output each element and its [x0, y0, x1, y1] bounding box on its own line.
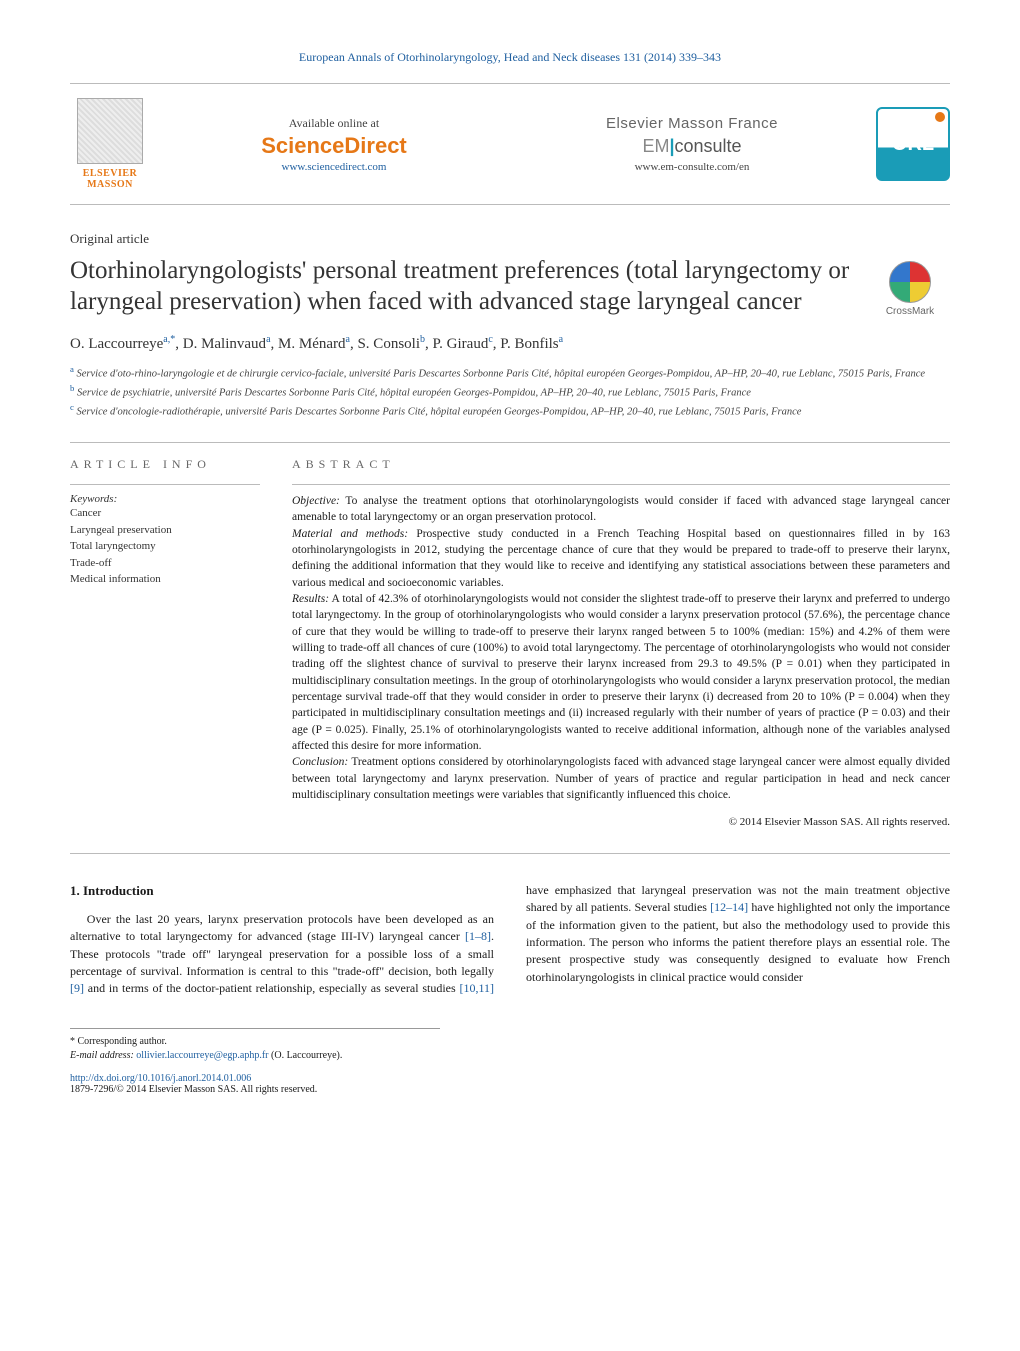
abstract-column: abstract Objective: To analyse the treat… [292, 457, 950, 831]
methods-label: Material and methods: [292, 528, 408, 540]
introduction-heading: 1. Introduction [70, 882, 494, 901]
elsevier-logo: ELSEVIER MASSON [70, 98, 150, 190]
abstract-heading: abstract [292, 457, 950, 472]
corresponding-email[interactable]: ollivier.laccourreye@egp.aphp.fr [136, 1050, 268, 1061]
abstract-objective: Objective: To analyse the treatment opti… [292, 493, 950, 526]
em-suffix: consulte [675, 136, 742, 156]
citation-9[interactable]: [9] [70, 981, 84, 995]
sciencedirect-url[interactable]: www.sciencedirect.com [282, 161, 387, 173]
article-body: 1. Introduction Over the last 20 years, … [70, 882, 950, 998]
publisher-banner: ELSEVIER MASSON Available online at Scie… [70, 83, 950, 205]
intro-p2-b: and in terms of the doctor-patient relat… [84, 981, 459, 995]
author-list: O. Laccourreyea,*, D. Malinvauda, M. Mén… [70, 334, 950, 353]
abstract-copyright: © 2014 Elsevier Masson SAS. All rights r… [292, 815, 950, 831]
email-line: E-mail address: ollivier.laccourreye@egp… [70, 1049, 440, 1063]
elsevier-masson-france-label: Elsevier Masson France [606, 115, 778, 132]
results-label: Results: [292, 593, 329, 605]
citation-10-11[interactable]: [10,11] [459, 981, 494, 995]
results-text: A total of 42.3% of otorhinolaryngologis… [292, 593, 950, 752]
article-info-column: article info Keywords: CancerLaryngeal p… [70, 457, 260, 831]
conclusion-label: Conclusion: [292, 756, 348, 768]
orl-dot-icon [935, 112, 945, 122]
abstract-results: Results: A total of 42.3% of otorhinolar… [292, 591, 950, 754]
affiliations-block: a Service d'oto-rhino-laryngologie et de… [70, 363, 950, 421]
objective-text: To analyse the treatment options that ot… [292, 495, 950, 523]
crossmark-widget[interactable]: CrossMark [870, 261, 950, 317]
sciencedirect-block: Available online at ScienceDirect www.sc… [160, 116, 508, 173]
emconsulte-url[interactable]: www.em-consulte.com/en [635, 161, 750, 173]
conclusion-text: Treatment options considered by otorhino… [292, 756, 950, 801]
crossmark-icon [889, 261, 931, 303]
emconsulte-logo[interactable]: EM|consulte [642, 136, 741, 157]
journal-citation-header: European Annals of Otorhinolaryngology, … [70, 50, 950, 65]
elsevier-tree-icon [77, 98, 143, 164]
em-prefix: EM [642, 136, 669, 156]
intro-p1-a: Over the last 20 years, larynx preservat… [70, 912, 494, 943]
article-type-label: Original article [70, 231, 950, 247]
doi-block: http://dx.doi.org/10.1016/j.anorl.2014.0… [70, 1073, 950, 1095]
intro-p2-a: survival. Information is central to this… [141, 964, 494, 978]
article-title: Otorhinolaryngologists' personal treatme… [70, 255, 854, 318]
crossmark-label: CrossMark [886, 306, 934, 317]
corresponding-author-label: * Corresponding author. [70, 1035, 440, 1049]
abstract-methods: Material and methods: Prospective study … [292, 526, 950, 591]
email-label: E-mail address: [70, 1050, 134, 1061]
email-attribution: (O. Laccourreye). [271, 1050, 342, 1061]
doi-link[interactable]: http://dx.doi.org/10.1016/j.anorl.2014.0… [70, 1073, 950, 1084]
sciencedirect-logo[interactable]: ScienceDirect [261, 133, 407, 159]
emconsulte-block: Elsevier Masson France EM|consulte www.e… [518, 115, 866, 173]
keywords-list: CancerLaryngeal preservationTotal laryng… [70, 505, 260, 588]
keywords-label: Keywords: [70, 493, 260, 505]
article-info-heading: article info [70, 457, 260, 472]
elsevier-masson-label: ELSEVIER MASSON [70, 168, 150, 190]
objective-label: Objective: [292, 495, 340, 507]
issn-copyright-line: 1879-7296/© 2014 Elsevier Masson SAS. Al… [70, 1084, 950, 1095]
abstract-conclusion: Conclusion: Treatment options considered… [292, 754, 950, 803]
orl-text: ORL [892, 133, 934, 156]
footnotes-block: * Corresponding author. E-mail address: … [70, 1028, 440, 1063]
available-online-label: Available online at [289, 116, 379, 131]
citation-1-8[interactable]: [1–8] [465, 929, 491, 943]
orl-journal-badge: ORL [876, 107, 950, 181]
citation-12-14[interactable]: [12–14] [710, 900, 748, 914]
